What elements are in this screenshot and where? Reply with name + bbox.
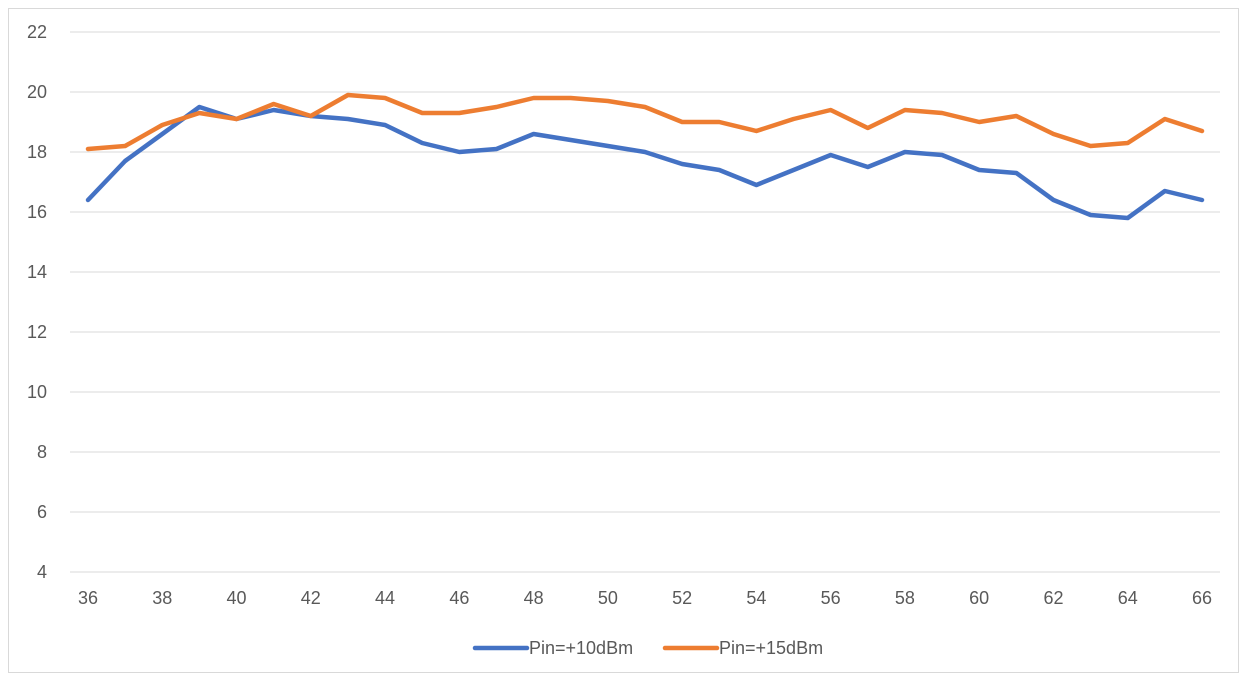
gridlines — [70, 31, 1220, 573]
x-tick-label-62: 62 — [1043, 588, 1063, 608]
x-tick-label-64: 64 — [1118, 588, 1138, 608]
x-tick-label-66: 66 — [1192, 588, 1212, 608]
x-tick-label-60: 60 — [969, 588, 989, 608]
x-tick-label-50: 50 — [598, 588, 618, 608]
y-tick-label-16: 16 — [27, 202, 47, 222]
x-tick-label-42: 42 — [301, 588, 321, 608]
series-line-1 — [85, 104, 1205, 221]
x-tick-label-40: 40 — [227, 588, 247, 608]
y-tick-label-12: 12 — [27, 322, 47, 342]
legend-label-2: Pin=+15dBm — [719, 638, 823, 658]
x-tick-label-52: 52 — [672, 588, 692, 608]
x-tick-label-38: 38 — [152, 588, 172, 608]
x-tick-label-48: 48 — [524, 588, 544, 608]
y-tick-label-4: 4 — [37, 562, 47, 582]
x-tick-label-46: 46 — [449, 588, 469, 608]
series-line-2 — [85, 92, 1205, 152]
y-tick-label-6: 6 — [37, 502, 47, 522]
y-tick-label-20: 20 — [27, 82, 47, 102]
x-tick-label-44: 44 — [375, 588, 395, 608]
series-lines — [85, 92, 1205, 221]
legend: Pin=+10dBm Pin=+15dBm — [472, 638, 823, 658]
y-tick-label-8: 8 — [37, 442, 47, 462]
x-tick-label-58: 58 — [895, 588, 915, 608]
x-axis-tick-labels: 36 38 40 42 44 46 48 50 52 54 56 58 60 62 64 66 — [78, 588, 1212, 608]
chart-frame — [8, 8, 1239, 673]
x-tick-label-54: 54 — [746, 588, 766, 608]
y-tick-label-14: 14 — [27, 262, 47, 282]
y-axis-tick-labels: 4 6 8 10 12 14 16 18 20 22 — [27, 22, 47, 582]
y-tick-label-18: 18 — [27, 142, 47, 162]
x-tick-label-36: 36 — [78, 588, 98, 608]
legend-label-1: Pin=+10dBm — [529, 638, 633, 658]
y-tick-label-10: 10 — [27, 382, 47, 402]
x-tick-label-56: 56 — [821, 588, 841, 608]
y-tick-label-22: 22 — [27, 22, 47, 42]
